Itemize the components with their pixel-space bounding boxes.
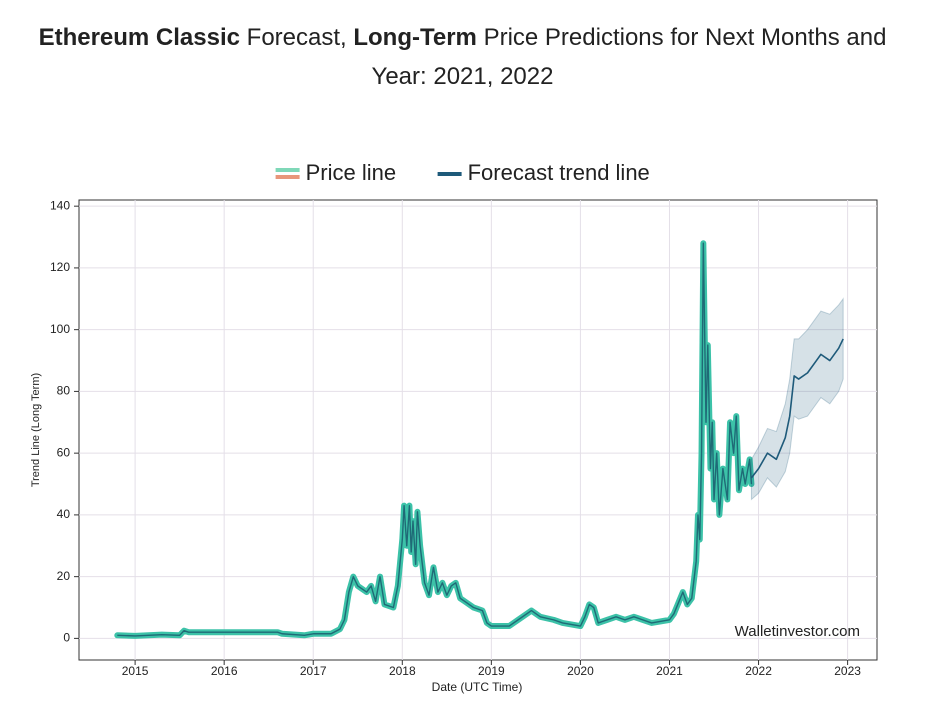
- x-tick-label: 2022: [745, 664, 772, 678]
- y-tick-label: 60: [57, 445, 71, 459]
- x-tick-label: 2018: [389, 664, 416, 678]
- legend-swatch: [437, 172, 462, 176]
- title-part: Long-Term: [353, 24, 477, 51]
- y-tick-label: 100: [50, 322, 70, 336]
- x-tick-label: 2023: [834, 664, 861, 678]
- y-tick-label: 120: [50, 260, 70, 274]
- title-part: Forecast,: [239, 24, 354, 51]
- y-axis-label: Trend Line (Long Term): [30, 373, 42, 487]
- forecast-band: [750, 297, 844, 501]
- price-line: [117, 242, 753, 637]
- x-tick-label: 2015: [122, 664, 149, 678]
- y-tick-label: 80: [57, 384, 71, 398]
- x-tick-label: 2016: [211, 664, 238, 678]
- x-tick-label: 2017: [300, 664, 327, 678]
- chart-title: Ethereum Classic Forecast, Long-Term Pri…: [20, 18, 905, 96]
- plot-frame: [78, 199, 878, 661]
- x-tick-label: 2020: [567, 664, 594, 678]
- watermark: Walletinvestor.com: [735, 623, 860, 640]
- grid: [79, 200, 877, 660]
- legend-swatch: [275, 168, 300, 172]
- legend-label: Forecast trend line: [468, 160, 650, 185]
- y-tick-label: 40: [57, 507, 71, 521]
- x-tick-label: 2019: [478, 664, 505, 678]
- y-tick-label: 0: [63, 631, 70, 645]
- forecast-line: [750, 338, 844, 479]
- legend-label: Price line: [306, 160, 396, 185]
- x-axis-label: Date (UTC Time): [432, 680, 523, 694]
- legend: Price line Forecast trend line: [275, 160, 650, 185]
- y-tick-label: 140: [50, 198, 70, 212]
- title-part: Ethereum Classic: [38, 24, 240, 51]
- y-tick-label: 20: [57, 569, 71, 583]
- title-part: Price Predictions for Next Months and Ye…: [371, 24, 887, 90]
- legend-swatch: [275, 175, 300, 179]
- x-tick-label: 2021: [656, 664, 683, 678]
